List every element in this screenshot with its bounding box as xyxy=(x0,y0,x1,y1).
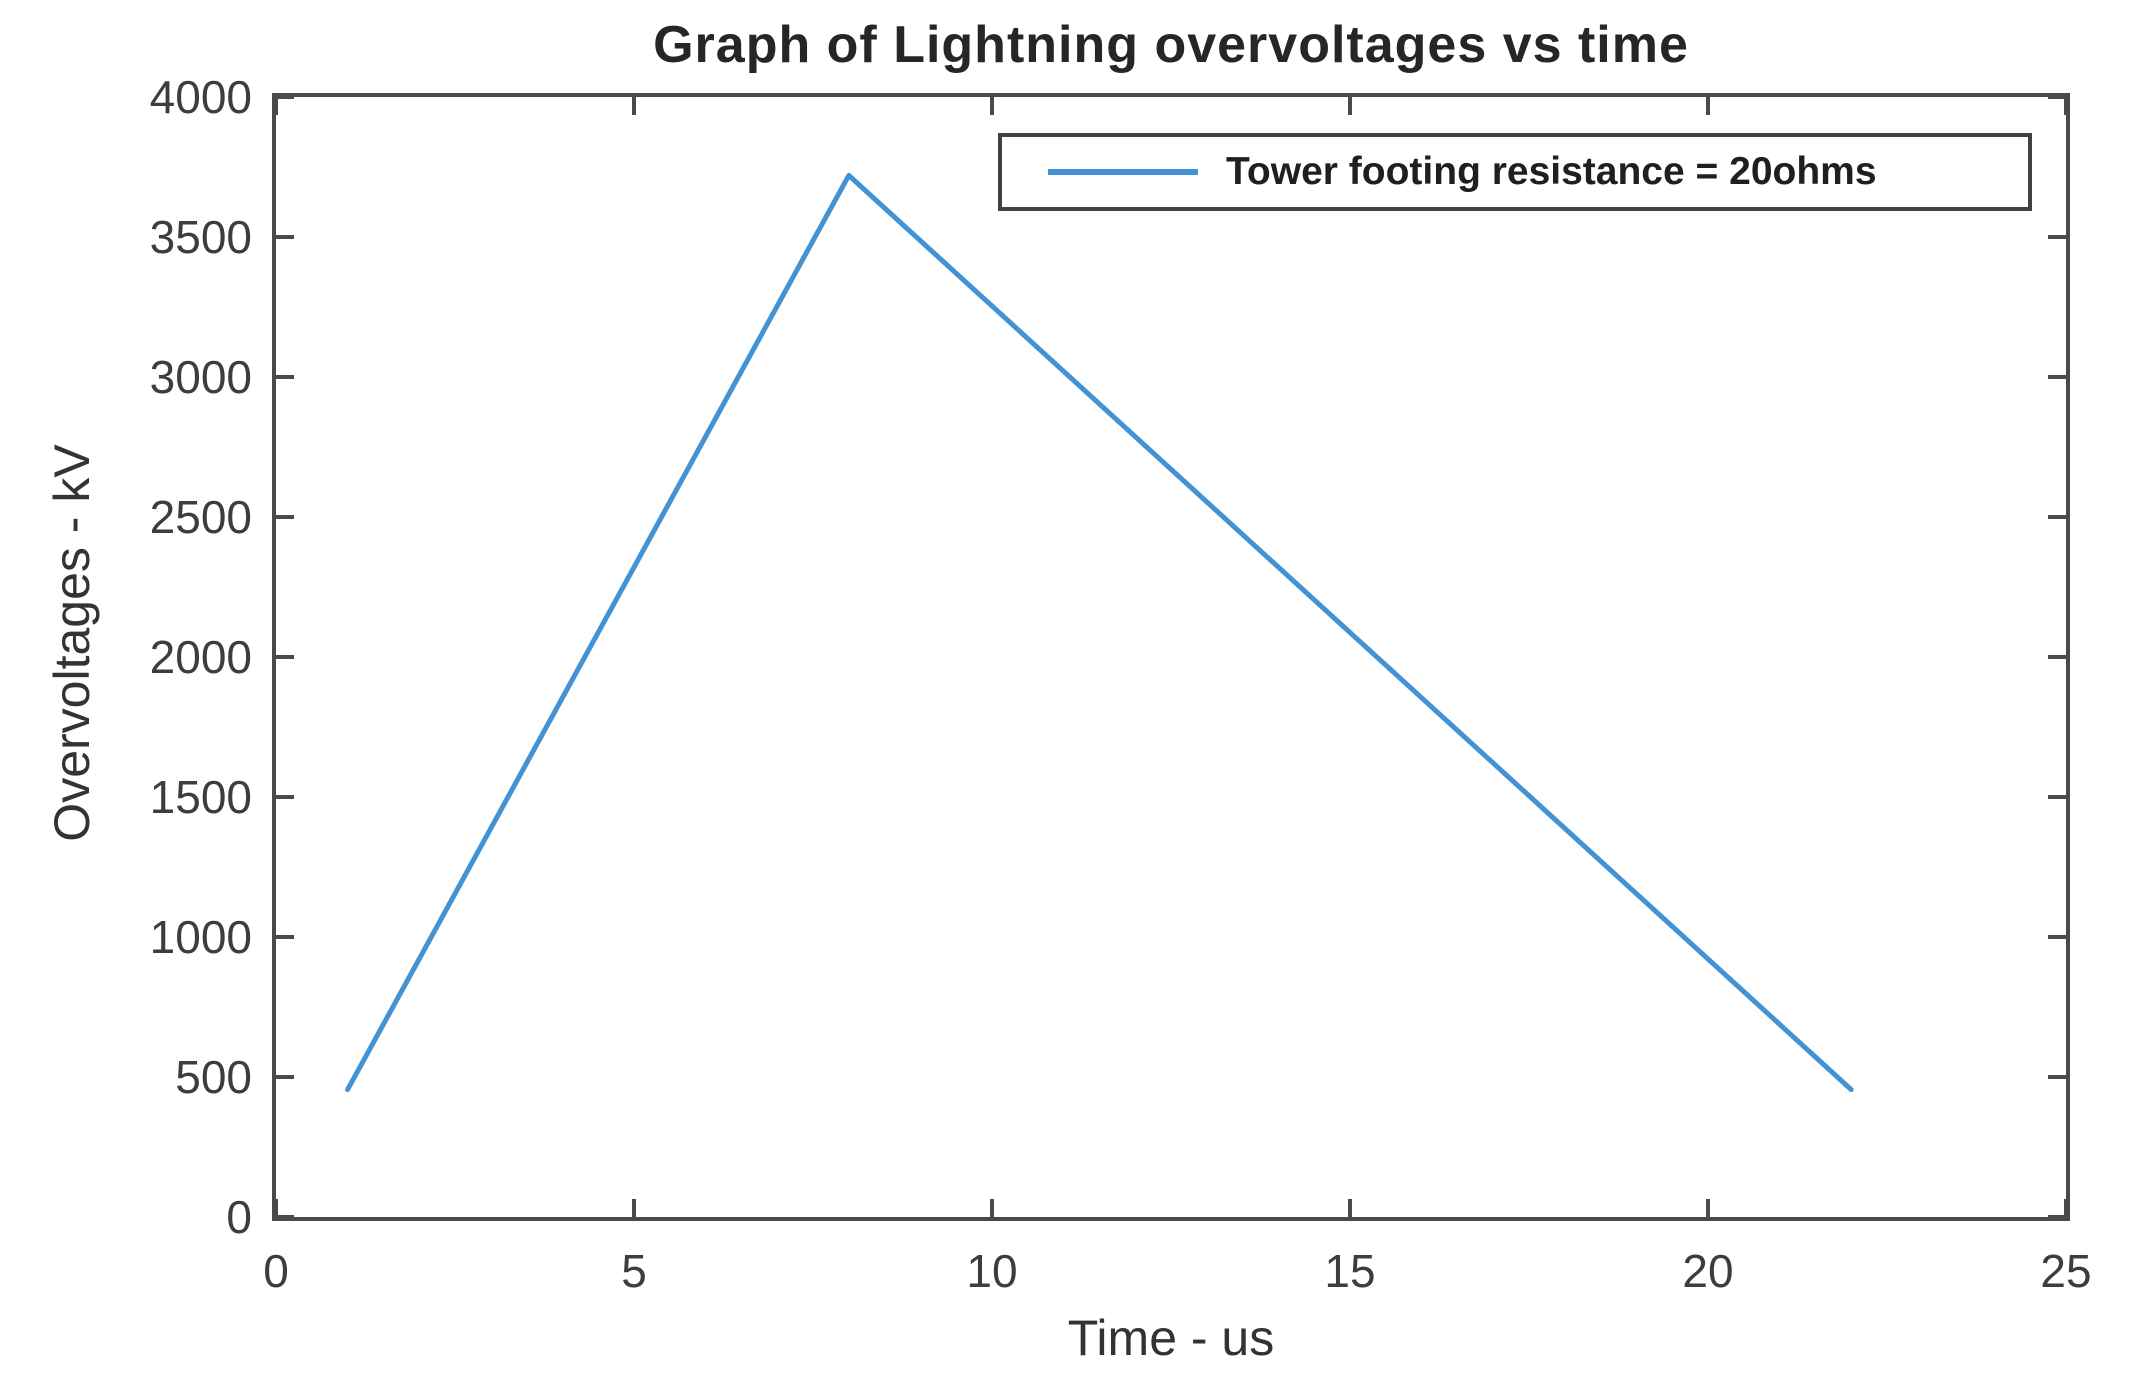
plot-area xyxy=(272,93,2070,1221)
x-tick-mark xyxy=(990,1199,994,1217)
y-tick-mark-right xyxy=(2048,95,2066,99)
y-tick-label: 1500 xyxy=(149,771,252,823)
y-tick-mark xyxy=(276,1075,294,1079)
y-tick-mark xyxy=(276,795,294,799)
x-tick-mark xyxy=(1348,1199,1352,1217)
x-tick-mark-top xyxy=(1706,97,1710,115)
y-tick-mark-right xyxy=(2048,795,2066,799)
x-tick-mark xyxy=(2064,1199,2068,1217)
y-tick-mark-right xyxy=(2048,235,2066,239)
legend-line-sample xyxy=(1048,169,1198,175)
y-tick-mark xyxy=(276,655,294,659)
legend: Tower footing resistance = 20ohms xyxy=(998,133,2032,211)
y-tick-label: 500 xyxy=(175,1051,252,1103)
x-tick-label: 20 xyxy=(1682,1245,1734,1297)
y-tick-mark xyxy=(276,95,294,99)
x-tick-label: 25 xyxy=(2040,1245,2092,1297)
y-tick-label: 0 xyxy=(226,1191,252,1243)
x-tick-mark-top xyxy=(990,97,994,115)
y-tick-mark xyxy=(276,375,294,379)
x-tick-mark xyxy=(632,1199,636,1217)
x-tick-label: 0 xyxy=(263,1245,289,1297)
y-tick-label: 2000 xyxy=(149,631,252,683)
chart-title: Graph of Lightning overvoltages vs time xyxy=(653,16,1689,74)
y-tick-mark xyxy=(276,235,294,239)
x-tick-mark xyxy=(274,1199,278,1217)
series-line xyxy=(345,172,1854,1093)
x-tick-mark xyxy=(1706,1199,1710,1217)
y-tick-mark-right xyxy=(2048,655,2066,659)
y-tick-mark-right xyxy=(2048,375,2066,379)
y-tick-mark-right xyxy=(2048,515,2066,519)
x-tick-mark-top xyxy=(274,97,278,115)
x-tick-label: 15 xyxy=(1324,1245,1376,1297)
y-tick-mark-right xyxy=(2048,935,2066,939)
x-tick-label: 5 xyxy=(621,1245,647,1297)
y-tick-mark xyxy=(276,935,294,939)
x-tick-mark-top xyxy=(632,97,636,115)
y-tick-label: 4000 xyxy=(149,71,252,123)
y-tick-mark xyxy=(276,515,294,519)
y-tick-mark-right xyxy=(2048,1075,2066,1079)
y-tick-label: 3500 xyxy=(149,211,252,263)
x-axis-label: Time - us xyxy=(1067,1310,1275,1366)
x-tick-mark-top xyxy=(2064,97,2068,115)
legend-label: Tower footing resistance = 20ohms xyxy=(1226,150,1877,193)
y-tick-label: 3000 xyxy=(149,351,252,403)
y-tick-label: 1000 xyxy=(149,911,252,963)
y-tick-mark xyxy=(276,1215,294,1219)
y-tick-mark-right xyxy=(2048,1215,2066,1219)
x-tick-label: 10 xyxy=(966,1245,1018,1297)
x-tick-mark-top xyxy=(1348,97,1352,115)
data-line-svg xyxy=(345,172,1854,1093)
y-tick-label: 2500 xyxy=(149,491,252,543)
